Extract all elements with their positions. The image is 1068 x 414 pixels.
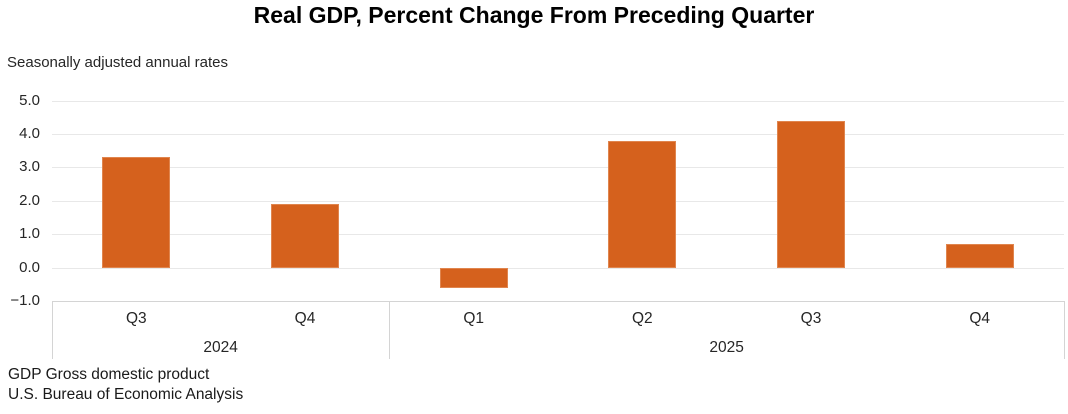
- bar: [608, 140, 677, 268]
- x-axis-line: [52, 301, 1064, 302]
- footnote-gdp-definition: GDP Gross domestic product: [8, 366, 210, 383]
- y-tick-label: 3.0: [19, 158, 40, 176]
- year-label: 2025: [709, 339, 744, 356]
- y-tick-label: 0.0: [19, 258, 40, 276]
- gridline: [52, 133, 1064, 135]
- x-tick-label: Q4: [969, 310, 990, 327]
- y-tick-label: 2.0: [19, 191, 40, 209]
- gridline: [52, 267, 1064, 269]
- gridline: [52, 100, 1064, 102]
- group-divider: [1064, 301, 1065, 359]
- gridline: [52, 167, 1064, 169]
- bar: [102, 157, 171, 268]
- y-tick-label: 1.0: [19, 225, 40, 243]
- gridline: [52, 234, 1064, 236]
- chart-title: Real GDP, Percent Change From Preceding …: [253, 2, 815, 28]
- x-tick-label: Q3: [800, 310, 822, 327]
- gridline: [52, 200, 1064, 202]
- x-tick-label: Q4: [294, 310, 316, 327]
- y-tick-label: 4.0: [19, 124, 40, 142]
- footnote-source: U.S. Bureau of Economic Analysis: [8, 386, 244, 403]
- chart-subtitle: Seasonally adjusted annual rates: [7, 54, 228, 71]
- group-divider: [389, 301, 391, 359]
- x-tick-label: Q1: [463, 310, 484, 327]
- x-tick-label: Q2: [631, 310, 653, 327]
- year-label: 2024: [203, 339, 238, 356]
- y-tick-label: −1.0: [10, 292, 40, 309]
- x-tick-label: Q3: [125, 310, 147, 327]
- bar: [945, 244, 1014, 268]
- bar: [271, 204, 339, 268]
- bar: [777, 120, 845, 268]
- bar: [439, 267, 508, 288]
- y-tick-label: 5.0: [19, 91, 40, 109]
- group-divider: [52, 301, 53, 359]
